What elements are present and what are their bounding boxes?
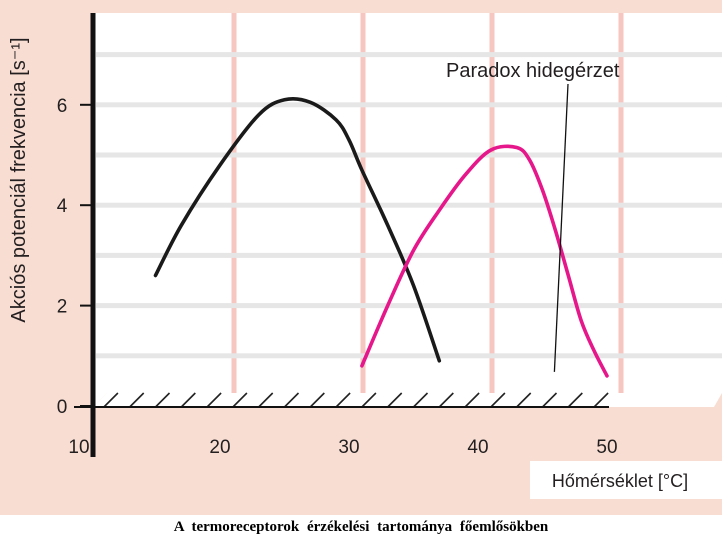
hatch-mark	[361, 392, 377, 408]
series-line-1	[360, 144, 609, 378]
curves	[153, 96, 609, 378]
y-tick-label: 4	[57, 196, 68, 217]
h-gridline-5	[96, 152, 722, 158]
y-tick-label: 0	[57, 397, 68, 418]
hatch-mark	[593, 392, 609, 408]
y-tick-labels: 0 2 4 6	[57, 96, 93, 418]
hatch-mark	[232, 392, 248, 408]
x-tick-label: 40	[467, 437, 488, 458]
series-line-0	[153, 96, 442, 363]
hatch-mark	[516, 392, 532, 408]
hatch-mark	[541, 392, 558, 408]
x-tick-label: 10	[68, 437, 89, 458]
chart: 0 2 4 6 10 20 30 40 50 Paradox hidegérzet Akció…	[0, 0, 722, 515]
hatch-mark	[180, 392, 196, 408]
hatch-mark	[103, 392, 119, 408]
x-tick-label: 20	[209, 437, 230, 458]
x-axis-label-box	[530, 461, 722, 499]
annotation-paradox-label: Paradox hidegérzet	[446, 60, 620, 82]
hatch-mark	[412, 392, 429, 408]
hatch-mark	[464, 392, 480, 408]
floor-plane	[93, 393, 722, 407]
y-tick-label: 2	[57, 297, 68, 318]
h-gridline-7	[96, 52, 722, 58]
hatch-mark	[129, 392, 145, 408]
x-tick-label: 30	[338, 437, 359, 458]
x-axis-label: Hőmérséklet [°C]	[552, 471, 688, 491]
plot-area	[93, 13, 722, 407]
h-gridline-1	[96, 353, 722, 359]
hatch-mark	[567, 392, 583, 408]
y-tick-label: 6	[57, 96, 68, 117]
h-gridline-2	[96, 303, 722, 309]
hatch-mark	[154, 392, 171, 408]
annotation-pointer-line	[553, 83, 569, 372]
x-tick-labels: 10 20 30 40 50	[68, 437, 617, 458]
hatch-mark	[258, 392, 274, 408]
hatch-mark	[335, 392, 351, 408]
h-gridline-4	[96, 202, 722, 208]
y-axis-label: Akciós potenciál frekvencia [s⁻¹]	[8, 37, 30, 322]
x-tick-label: 50	[596, 437, 617, 458]
hatch-mark	[490, 392, 506, 408]
hatch-mark	[387, 392, 403, 408]
hatch-mark	[309, 392, 325, 408]
x-axis-hatch-marks	[103, 392, 609, 408]
hatch-mark	[283, 392, 300, 408]
hatch-mark	[438, 392, 454, 408]
h-gridline-6	[96, 102, 722, 108]
figure-caption: A termoreceptorok érzékelési tartománya …	[173, 519, 549, 535]
hatch-mark	[206, 392, 222, 408]
